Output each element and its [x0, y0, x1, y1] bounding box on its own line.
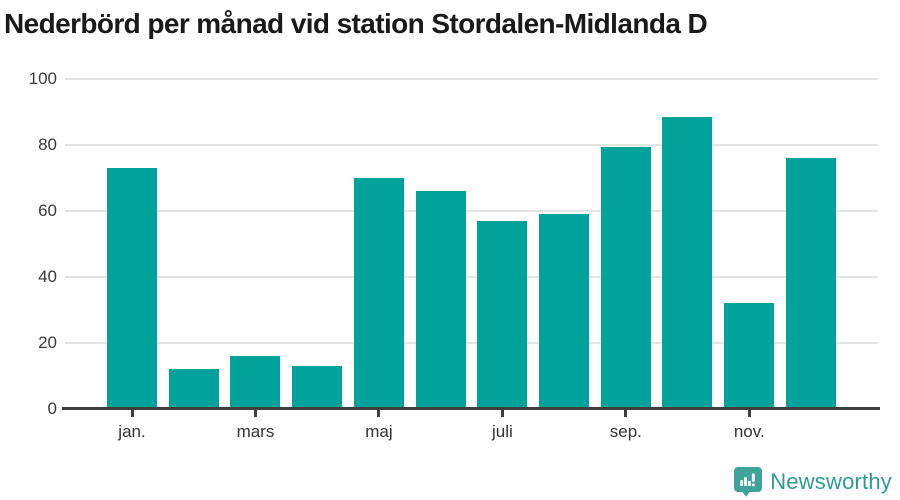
bar-mars	[230, 356, 281, 409]
bar-sep.	[600, 146, 651, 409]
gridline-40	[65, 276, 878, 278]
bar-aug.	[539, 214, 590, 409]
brand-footer: Newsworthy	[734, 467, 892, 497]
y-tick-label-80: 80	[38, 135, 57, 154]
x-tick-label-juli: juli	[491, 422, 513, 441]
y-tick-label-0: 0	[47, 399, 57, 418]
x-tick-label-jan.: jan.	[118, 422, 146, 441]
bar-nov.	[724, 303, 775, 409]
bar-feb.	[168, 369, 219, 409]
x-tick-sep.	[624, 410, 628, 417]
y-tick-label-60: 60	[38, 201, 57, 220]
x-tick-nov.	[747, 410, 751, 417]
plot-area: jan. mars maj juli sep. nov.	[62, 78, 880, 441]
gridline-20	[65, 342, 878, 344]
bar-maj	[353, 178, 404, 409]
chart-title: Nederbörd per månad vid station Stordale…	[4, 8, 708, 39]
bar-okt.	[662, 116, 713, 409]
gridline-100	[65, 78, 878, 80]
x-tick-label-sep.: sep.	[609, 422, 642, 441]
bar-series	[65, 79, 878, 409]
y-tick-label-40: 40	[38, 267, 57, 286]
bar-jan.	[107, 168, 157, 409]
x-tick-jan.	[130, 410, 134, 417]
x-tick-label-mars: mars	[236, 422, 275, 441]
y-axis-labels: 0 20 40 60 80 100	[0, 69, 57, 418]
y-tick-label-100: 100	[28, 69, 57, 88]
x-tick-label-maj: maj	[365, 422, 393, 441]
bar-juli	[477, 220, 528, 409]
gridline-60	[65, 210, 878, 212]
gridline-80	[65, 144, 878, 146]
x-tick-mars	[253, 410, 257, 417]
x-tick-juli	[500, 410, 504, 417]
y-tick-label-20: 20	[38, 333, 57, 352]
x-tick-label-nov.: nov.	[733, 422, 765, 441]
bar-dec.	[785, 158, 836, 409]
bar-juni	[415, 191, 466, 409]
x-axis-line	[62, 407, 880, 410]
brand-wordmark: Newsworthy	[770, 469, 892, 494]
bar-april	[292, 366, 343, 409]
newsworthy-logo-icon	[734, 467, 763, 497]
x-tick-maj	[377, 410, 381, 417]
